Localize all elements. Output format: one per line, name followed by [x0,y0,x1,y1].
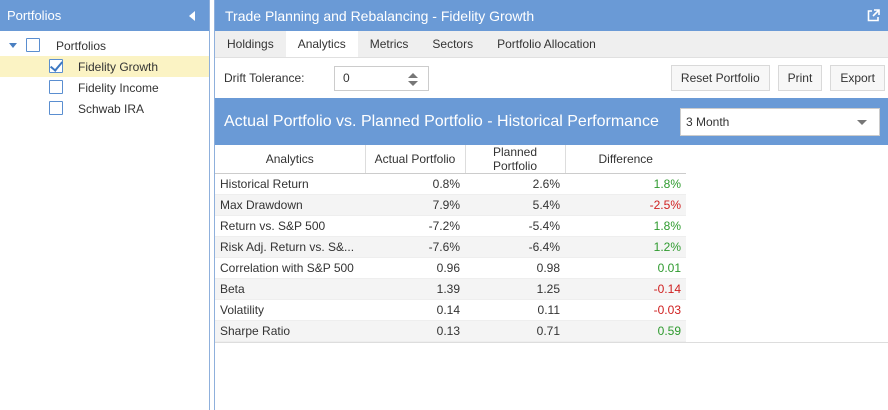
table-row[interactable]: Beta 1.39 1.25 -0.14 [215,278,686,300]
portfolio-panel-title: Portfolios [7,8,62,23]
cell-difference: -0.03 [565,299,686,321]
print-button[interactable]: Print [777,65,823,91]
toolbar: Drift Tolerance: 0 Reset Portfolio Print… [215,58,888,98]
main-header: Trade Planning and Rebalancing - Fidelit… [215,0,888,31]
cell-analytics: Max Drawdown [215,194,365,216]
cell-actual: 0.14 [365,299,465,321]
spin-down-icon[interactable] [408,80,418,86]
collapse-panel-icon[interactable] [189,10,195,21]
tree-item-fidelity-growth[interactable]: Fidelity Growth [0,56,209,77]
tab-analytics[interactable]: Analytics [285,31,358,57]
table-row[interactable]: Volatility 0.14 0.11 -0.03 [215,299,686,321]
table-row[interactable]: Risk Adj. Return vs. S&... -7.6% -6.4% 1.2% [215,236,686,258]
cell-planned: 1.25 [465,278,565,300]
spin-up-icon[interactable] [408,72,418,78]
column-header-planned[interactable]: Planned Portfolio [465,145,566,174]
cell-difference: 0.59 [565,320,686,342]
section-title: Actual Portfolio vs. Planned Portfolio -… [224,112,659,130]
tree-item-label: Schwab IRA [78,101,145,116]
cell-actual: 0.8% [365,173,465,195]
drift-tolerance-value: 0 [343,71,350,85]
main-panel: Trade Planning and Rebalancing - Fidelit… [215,0,888,410]
tab-bar: Holdings Analytics Metrics Sectors Portf… [215,31,888,58]
table-row[interactable]: Return vs. S&P 500 -7.2% -5.4% 1.8% [215,215,686,237]
cell-planned: 0.71 [465,320,565,342]
cell-planned: 0.11 [465,299,565,321]
chevron-down-icon[interactable] [857,119,867,125]
table-row[interactable]: Sharpe Ratio 0.13 0.71 0.59 [215,320,686,342]
cell-difference: 0.01 [565,257,686,279]
tree-root-checkbox[interactable] [26,38,40,52]
schwab-ira-checkbox[interactable] [49,101,63,115]
cell-analytics: Volatility [215,299,365,321]
period-select-value: 3 Month [686,114,730,129]
cell-planned: 5.4% [465,194,565,216]
spinner-arrows-icon[interactable] [408,72,418,86]
analytics-table: Analytics Actual Portfolio Planned Portf… [215,145,686,342]
cell-difference: -0.14 [565,278,686,300]
cell-difference: 1.8% [565,215,686,237]
toolbar-buttons: Reset Portfolio Print Export [670,65,885,91]
drift-tolerance-label: Drift Tolerance: [224,71,305,85]
portfolio-tree-panel: Portfolios Portfolios Fidelity Growth Fi… [0,0,210,410]
cell-planned: -6.4% [465,236,565,258]
column-header-analytics[interactable]: Analytics [215,145,366,174]
tab-holdings[interactable]: Holdings [227,37,274,51]
cell-actual: 1.39 [365,278,465,300]
external-link-icon[interactable] [867,9,880,22]
reset-portfolio-button[interactable]: Reset Portfolio [670,65,770,91]
panel-splitter[interactable] [210,0,215,410]
cell-planned: 0.98 [465,257,565,279]
tree-item-fidelity-income[interactable]: Fidelity Income [0,77,209,98]
tree-root[interactable]: Portfolios [0,35,209,56]
cell-analytics: Sharpe Ratio [215,320,365,342]
cell-analytics: Risk Adj. Return vs. S&... [215,236,365,258]
cell-planned: 2.6% [465,173,565,195]
cell-analytics: Correlation with S&P 500 [215,257,365,279]
fidelity-income-checkbox[interactable] [49,80,63,94]
cell-analytics: Historical Return [215,173,365,195]
cell-planned: -5.4% [465,215,565,237]
column-header-actual[interactable]: Actual Portfolio [365,145,466,174]
period-select[interactable]: 3 Month [680,107,880,136]
cell-difference: 1.2% [565,236,686,258]
cell-actual: -7.6% [365,236,465,258]
table-row[interactable]: Historical Return 0.8% 2.6% 1.8% [215,173,686,195]
portfolio-tree: Portfolios Fidelity Growth Fidelity Inco… [0,31,209,119]
table-row[interactable]: Correlation with S&P 500 0.96 0.98 0.01 [215,257,686,279]
cell-analytics: Return vs. S&P 500 [215,215,365,237]
cell-analytics: Beta [215,278,365,300]
cell-actual: 0.13 [365,320,465,342]
cell-difference: 1.8% [565,173,686,195]
tree-root-label: Portfolios [56,38,107,53]
tab-metrics[interactable]: Metrics [369,37,409,51]
cell-actual: 7.9% [365,194,465,216]
cell-difference: -2.5% [565,194,686,216]
table-row[interactable]: Max Drawdown 7.9% 5.4% -2.5% [215,194,686,216]
table-header-row: Analytics Actual Portfolio Planned Portf… [215,145,686,174]
export-button[interactable]: Export [830,65,885,91]
section-header: Actual Portfolio vs. Planned Portfolio -… [215,98,888,145]
page-title: Trade Planning and Rebalancing - Fidelit… [225,7,535,24]
tree-item-schwab-ira[interactable]: Schwab IRA [0,98,209,119]
drift-tolerance-input[interactable]: 0 [334,65,429,91]
analytics-grid: Analytics Actual Portfolio Planned Portf… [215,145,888,343]
column-header-difference[interactable]: Difference [565,145,686,174]
tree-item-label: Fidelity Income [78,80,159,95]
fidelity-growth-checkbox[interactable] [49,59,63,73]
tree-item-label: Fidelity Growth [78,59,159,74]
cell-actual: 0.96 [365,257,465,279]
expand-arrow-icon[interactable] [9,43,17,48]
tab-portfolio-allocation[interactable]: Portfolio Allocation [497,37,596,51]
portfolio-panel-header: Portfolios [0,0,209,31]
tab-sectors[interactable]: Sectors [432,37,474,51]
cell-actual: -7.2% [365,215,465,237]
